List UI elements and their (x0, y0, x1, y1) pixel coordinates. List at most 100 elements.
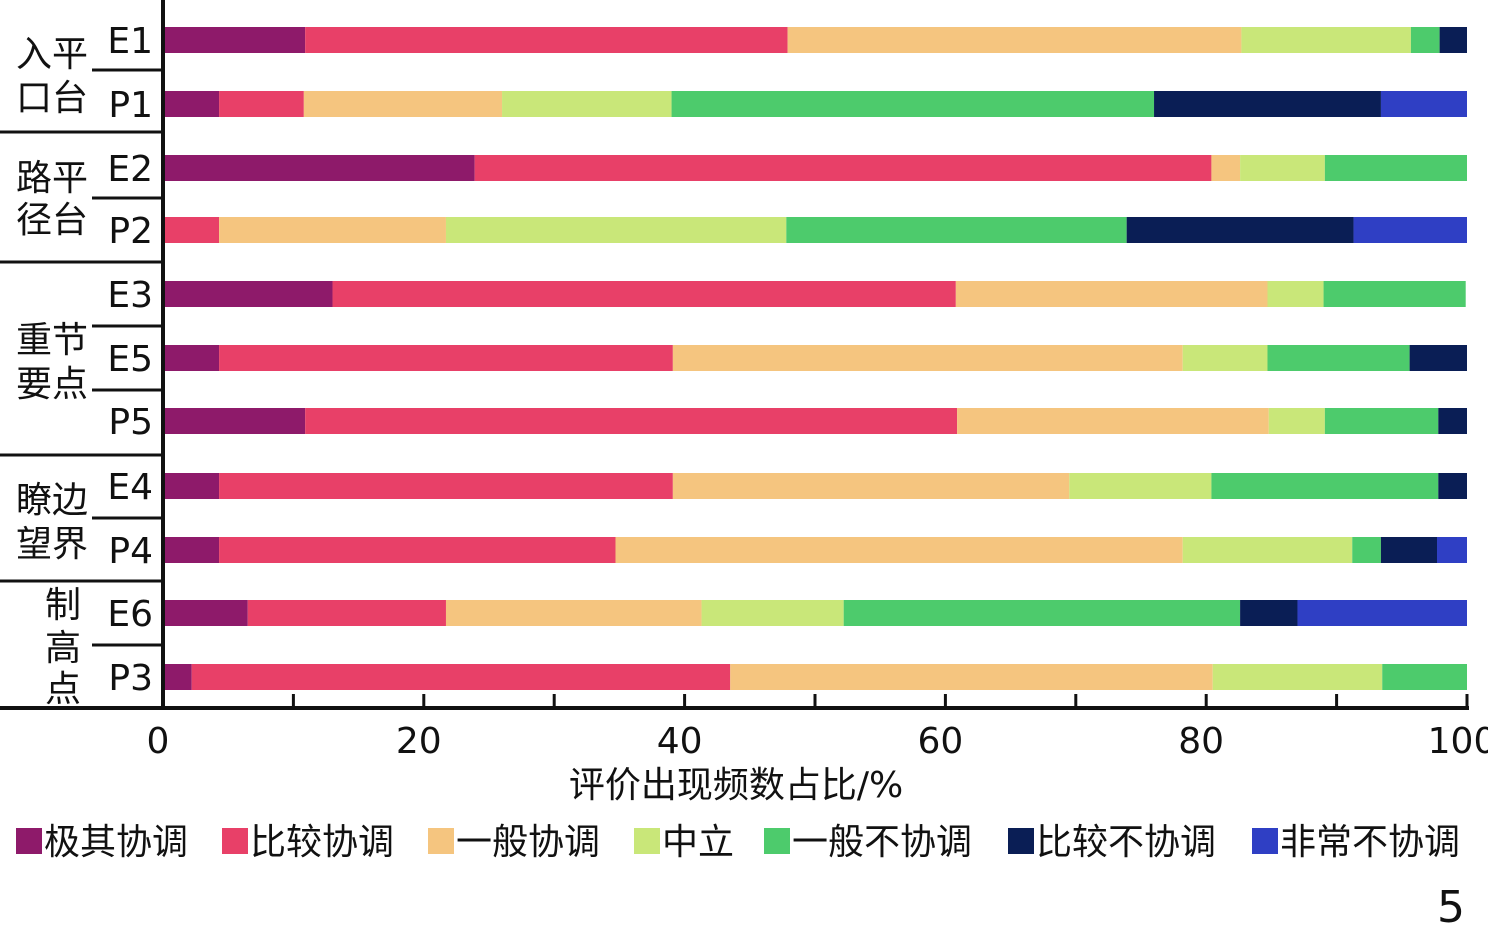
bar-segment-E5-中立 (1182, 345, 1268, 371)
bar-segment-E6-中立 (701, 600, 844, 626)
legend-label: 极其协调 (44, 822, 188, 863)
bar-segment-P2-比较协调 (163, 217, 220, 243)
bar-segment-P1-一般不协调 (671, 91, 1155, 117)
bars-layer (163, 27, 1467, 690)
group-label-line: 径台 (16, 200, 88, 241)
legend-label: 非常不协调 (1280, 822, 1460, 863)
bar-segment-P3-中立 (1212, 664, 1383, 690)
group-label-line: 瞭边 (16, 480, 88, 521)
bar-segment-E1-比较不协调 (1439, 27, 1467, 53)
legend-swatch (1008, 828, 1034, 854)
axes-frame (0, 0, 1469, 710)
bar-segment-P4-中立 (1182, 537, 1353, 563)
group-label-line: 入平 (16, 34, 88, 75)
bar-segment-P2-非常不协调 (1353, 217, 1467, 243)
bar-segment-E2-中立 (1240, 155, 1325, 181)
bar-segment-P2-中立 (445, 217, 787, 243)
group-label-line: 点 (45, 669, 81, 710)
bar-segment-P5-中立 (1268, 408, 1325, 434)
legend-swatch (428, 828, 454, 854)
bar-segment-E5-一般不协调 (1267, 345, 1410, 371)
bar-segment-E6-一般协调 (445, 600, 702, 626)
category-label-E1: E1 (107, 21, 153, 62)
group-label-line: 重节 (16, 320, 88, 361)
bar-segment-E5-比较协调 (219, 345, 673, 371)
bar-segment-E2-极其协调 (163, 155, 475, 181)
bar-segment-E3-中立 (1267, 281, 1324, 307)
bar-segment-P5-比较不协调 (1438, 408, 1467, 434)
category-label-P2: P2 (108, 211, 153, 252)
bar-segment-E5-极其协调 (163, 345, 220, 371)
legend-label: 比较不协调 (1036, 822, 1216, 863)
x-tick-label: 20 (396, 721, 442, 762)
bar-segment-P1-比较协调 (219, 91, 304, 117)
x-tick-label: 80 (1178, 721, 1224, 762)
bar-segment-E3-比较协调 (332, 281, 956, 307)
bar-segment-P4-一般不协调 (1352, 537, 1381, 563)
x-tick-label: 0 (147, 721, 170, 762)
bar-segment-E2-一般协调 (1211, 155, 1241, 181)
bar-segment-P1-一般协调 (303, 91, 503, 117)
bar-segment-P4-比较不协调 (1380, 537, 1438, 563)
legend-label: 比较协调 (250, 822, 394, 863)
bar-segment-P4-极其协调 (163, 537, 220, 563)
category-label-E2: E2 (107, 149, 153, 190)
panel-label: 5 (1437, 882, 1465, 933)
x-axis: 0 20 40 60 80 100 (147, 694, 1488, 762)
category-label-P4: P4 (108, 531, 153, 572)
bar-segment-E5-一般协调 (672, 345, 1183, 371)
group-label-line: 制 (45, 585, 81, 626)
group-label-line: 高 (45, 628, 81, 669)
legend-label: 一般协调 (456, 822, 600, 863)
bar-segment-P4-比较协调 (219, 537, 616, 563)
bar-segment-E6-非常不协调 (1297, 600, 1467, 626)
x-axis-label: 评价出现频数占比/% (569, 765, 903, 806)
bar-segment-P3-一般不协调 (1382, 664, 1467, 690)
bar-segment-E5-比较不协调 (1409, 345, 1467, 371)
legend-swatch (634, 828, 660, 854)
x-tick-label: 40 (657, 721, 703, 762)
bar-segment-E4-中立 (1069, 473, 1212, 499)
bar-segment-P2-比较不协调 (1126, 217, 1354, 243)
bar-segment-E3-极其协调 (163, 281, 333, 307)
bar-segment-E1-比较协调 (305, 27, 788, 53)
bar-segment-P1-比较不协调 (1154, 91, 1381, 117)
category-label-E5: E5 (107, 339, 153, 380)
group-label-line: 路平 (16, 158, 88, 199)
legend-label: 一般不协调 (792, 822, 972, 863)
bar-segment-E6-比较协调 (247, 600, 446, 626)
bar-segment-E6-比较不协调 (1240, 600, 1298, 626)
legend-swatch (1252, 828, 1278, 854)
x-tick-label: 60 (917, 721, 963, 762)
category-label-E6: E6 (107, 594, 153, 635)
bar-segment-P2-一般不协调 (786, 217, 1127, 243)
bar-segment-E1-一般协调 (787, 27, 1242, 53)
bar-segment-P5-一般协调 (957, 408, 1269, 434)
bar-segment-P1-非常不协调 (1380, 91, 1467, 117)
group-label-line: 望界 (16, 524, 88, 565)
bar-segment-E2-比较协调 (474, 155, 1212, 181)
bar-segment-E3-一般协调 (955, 281, 1268, 307)
bar-segment-E4-一般不协调 (1211, 473, 1439, 499)
bar-segment-P5-一般不协调 (1324, 408, 1439, 434)
bar-segment-E1-中立 (1241, 27, 1411, 53)
bar-segment-E4-比较协调 (219, 473, 673, 499)
category-label-P5: P5 (108, 402, 153, 443)
bar-segment-P4-一般协调 (615, 537, 1183, 563)
bar-segment-P3-一般协调 (730, 664, 1213, 690)
x-tick-label: 100 (1428, 721, 1488, 762)
bar-segment-P4-非常不协调 (1437, 537, 1467, 563)
bar-segment-E6-极其协调 (163, 600, 248, 626)
category-label-E3: E3 (107, 275, 153, 316)
legend: 极其协调 比较协调 一般协调 中立 一般不协调 比较不协调 非常不协调 (16, 822, 1460, 863)
bar-segment-P1-极其协调 (163, 91, 220, 117)
category-label-E4: E4 (107, 467, 153, 508)
bar-segment-E6-一般不协调 (843, 600, 1241, 626)
bar-segment-E4-比较不协调 (1438, 473, 1467, 499)
legend-label: 中立 (662, 822, 734, 863)
bar-segment-P2-一般协调 (219, 217, 446, 243)
legend-swatch (222, 828, 248, 854)
bar-segment-P5-极其协调 (163, 408, 306, 434)
legend-swatch (16, 828, 42, 854)
